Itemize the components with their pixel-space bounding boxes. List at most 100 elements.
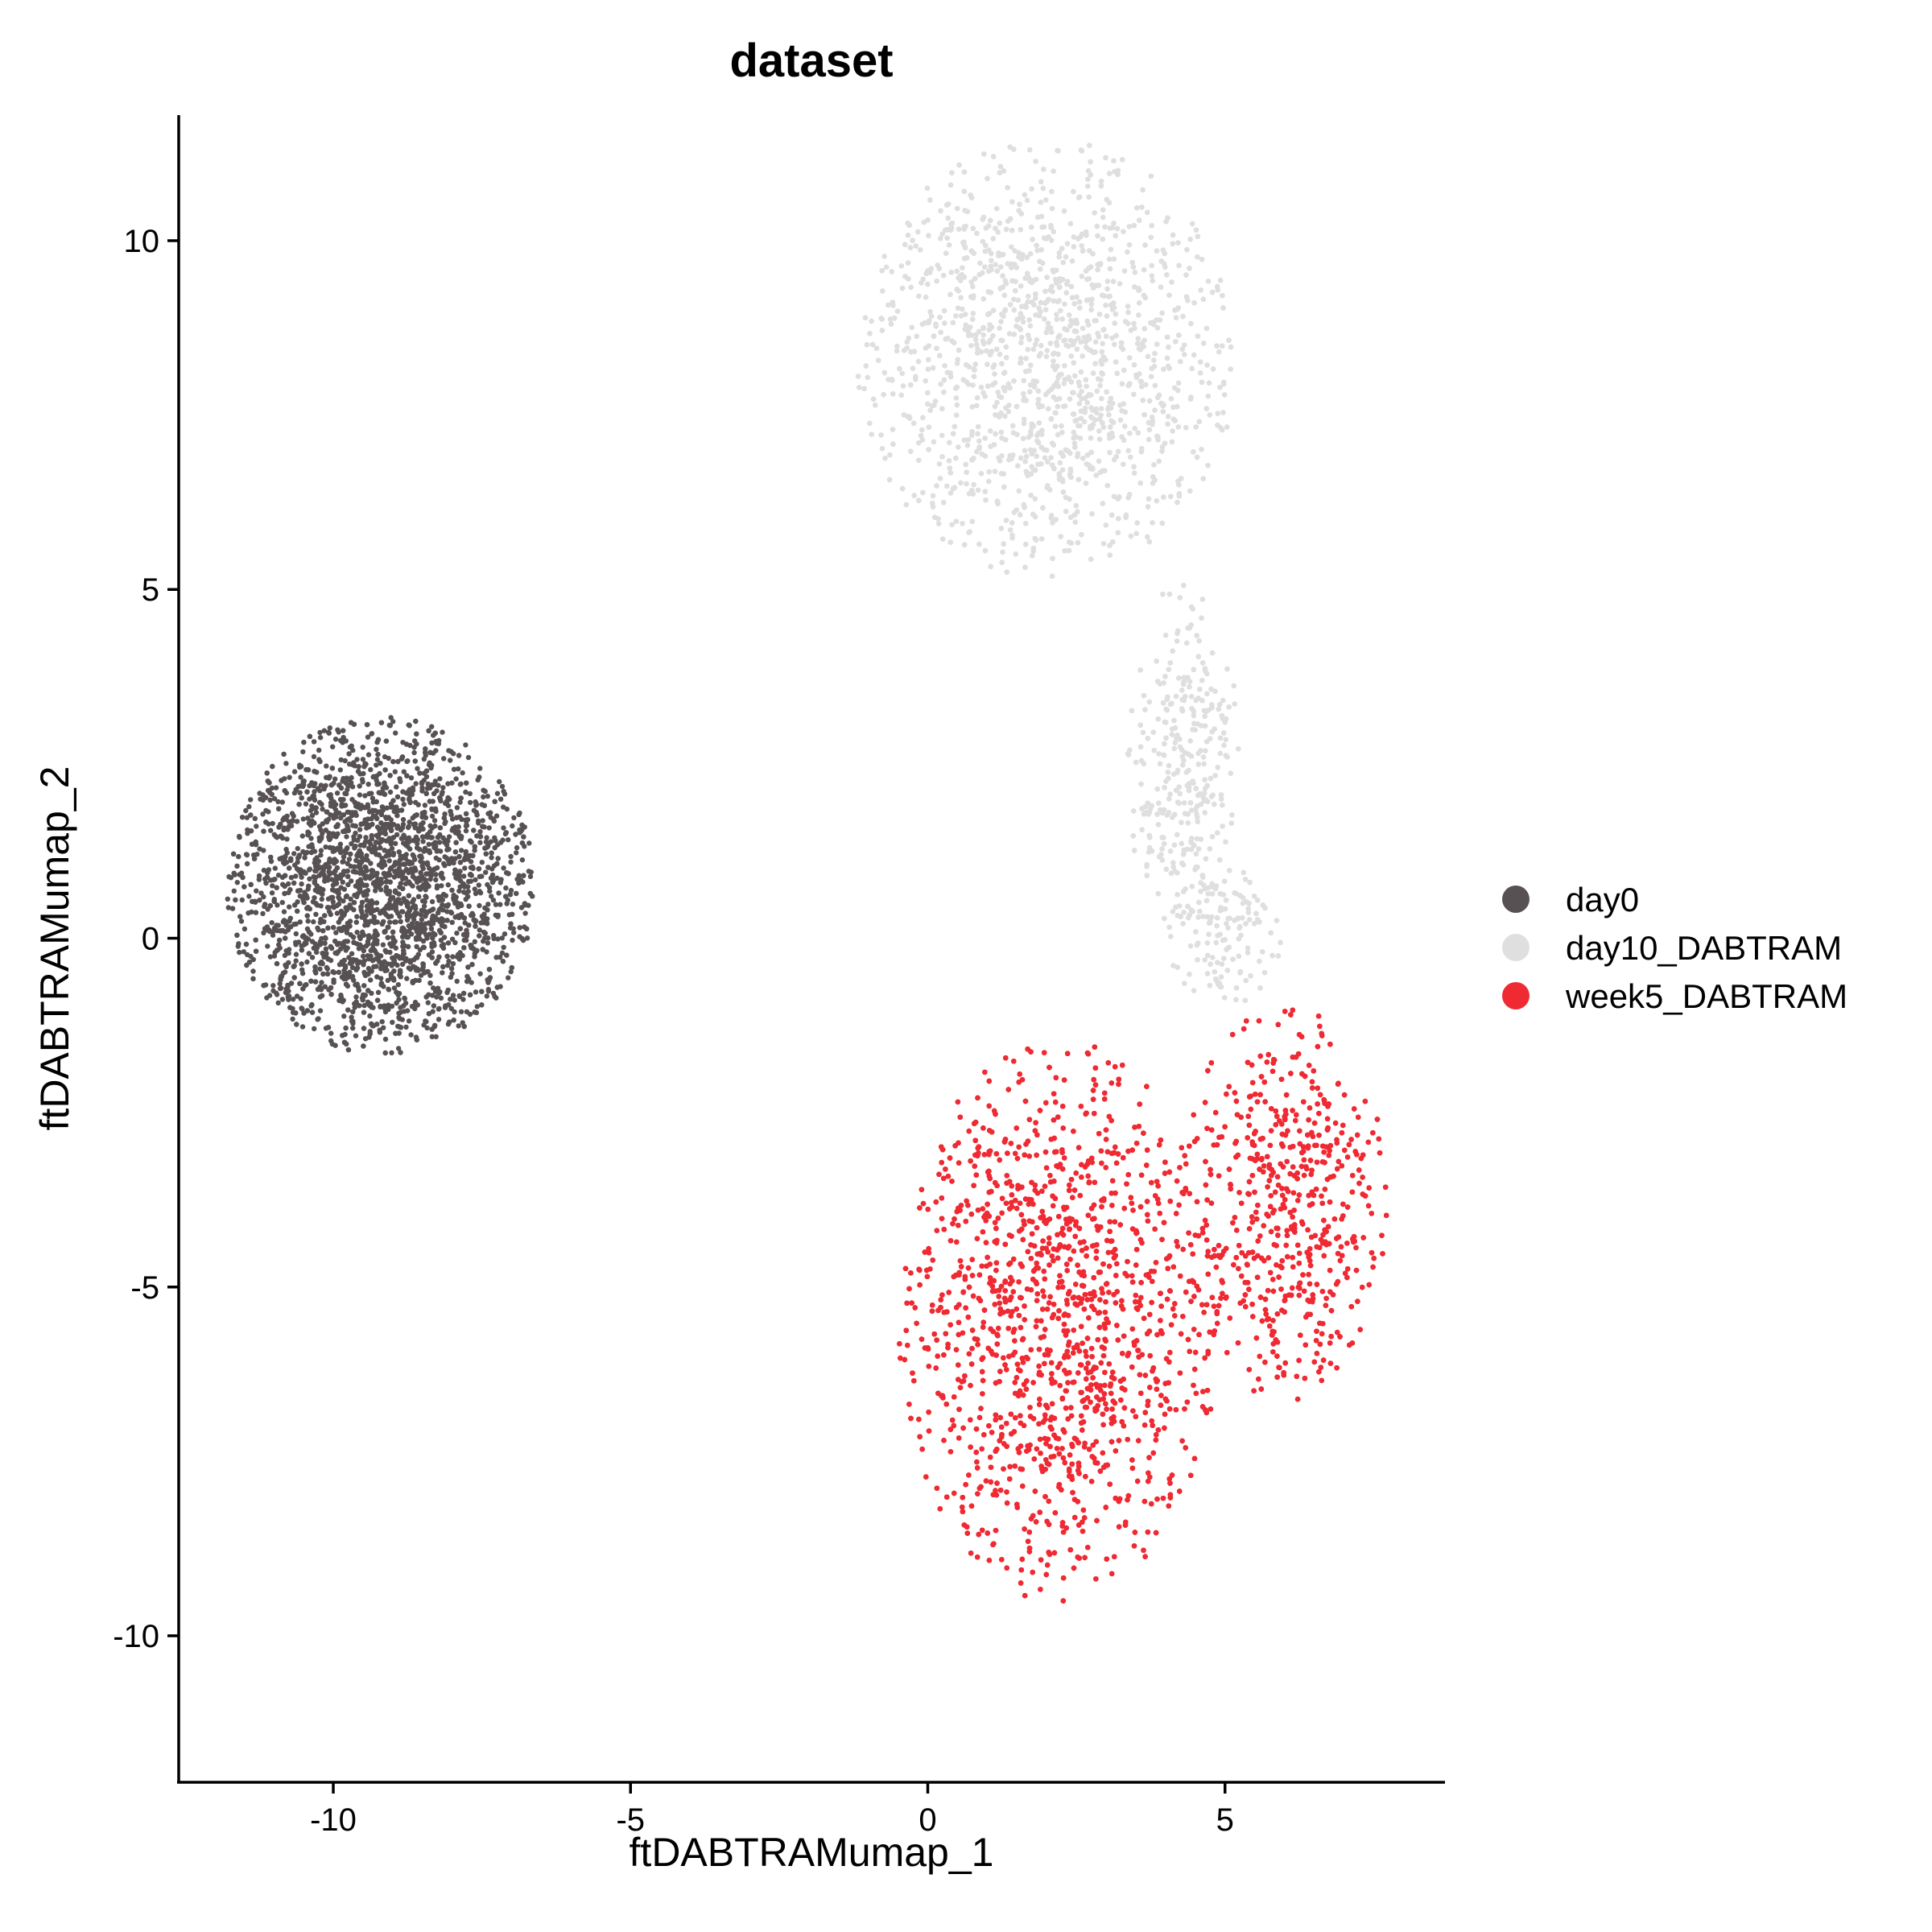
point-day0: [412, 857, 418, 862]
point-day0: [519, 822, 525, 828]
point-day0: [281, 909, 287, 914]
point-day0: [250, 976, 256, 982]
point-day0: [485, 940, 491, 946]
point-day0: [494, 861, 500, 867]
point-day0: [400, 939, 406, 945]
point-day0: [394, 962, 400, 968]
point-day0: [519, 857, 526, 863]
point-day0: [527, 873, 534, 880]
point-day0: [336, 901, 342, 907]
point-day0: [405, 824, 411, 831]
point-day0: [357, 959, 363, 965]
point-day0: [481, 920, 487, 926]
point-day0: [355, 769, 361, 774]
point-day0: [340, 740, 345, 745]
point-day0: [383, 949, 390, 955]
point-day0: [390, 937, 397, 943]
point-day0: [407, 881, 413, 886]
point-day0: [423, 913, 428, 919]
point-day0: [454, 805, 460, 811]
point-day0: [386, 1006, 391, 1013]
point-day0: [485, 935, 491, 941]
point-day0: [365, 933, 372, 939]
point-day0: [407, 859, 413, 865]
point-day0: [345, 823, 350, 828]
point-day0: [435, 917, 440, 923]
point-day0: [477, 902, 482, 909]
point-day0: [303, 801, 309, 807]
point-day0: [395, 1046, 402, 1051]
point-day0: [321, 728, 327, 733]
point-day0: [449, 780, 455, 786]
point-day0: [481, 794, 486, 800]
point-day0: [304, 959, 310, 965]
point-day0: [456, 1023, 461, 1029]
point-day0: [312, 979, 319, 985]
point-day0: [299, 961, 304, 967]
point-day0: [510, 902, 516, 907]
point-day0: [374, 746, 379, 752]
point-day0: [472, 886, 477, 892]
point-day0: [501, 825, 506, 831]
point-day0: [352, 1005, 357, 1010]
point-day0: [275, 902, 280, 908]
point-day0: [267, 902, 273, 909]
point-day0: [361, 882, 367, 888]
point-day0: [248, 828, 254, 834]
point-day0: [324, 818, 329, 824]
point-day0: [339, 915, 345, 921]
point-day0: [440, 970, 445, 976]
point-day0: [358, 803, 365, 808]
point-day0: [427, 848, 432, 854]
chart-title: dataset: [729, 35, 893, 87]
point-day0: [422, 926, 428, 932]
point-day0: [378, 844, 383, 851]
point-day0: [448, 974, 454, 980]
point-day0: [456, 888, 462, 894]
point-day0: [419, 779, 425, 786]
point-day0: [346, 751, 352, 757]
point-day0: [315, 786, 321, 791]
point-day0: [290, 1016, 295, 1022]
point-day0: [460, 997, 466, 1002]
point-day0: [490, 898, 497, 903]
point-day0: [268, 828, 274, 833]
point-day0: [480, 818, 485, 824]
point-day0: [414, 943, 419, 950]
point-day0: [410, 980, 415, 985]
point-day0: [335, 822, 341, 828]
point-day0: [378, 720, 385, 725]
point-day0: [306, 820, 312, 826]
point-day0: [414, 812, 419, 818]
point-day0: [311, 805, 317, 811]
point-day0: [292, 862, 298, 868]
point-day0: [301, 899, 307, 906]
point-day0: [332, 939, 338, 944]
point-day0: [373, 846, 378, 852]
point-day0: [464, 1009, 470, 1015]
point-day0: [343, 972, 349, 977]
point-day0: [304, 849, 310, 856]
point-day0: [318, 827, 324, 833]
point-day0: [469, 980, 474, 985]
point-day0: [411, 837, 416, 844]
point-day0: [415, 766, 420, 771]
point-day0: [299, 1006, 305, 1012]
point-day0: [299, 795, 304, 801]
point-day0: [373, 840, 379, 845]
point-day0: [287, 904, 292, 910]
point-day0: [238, 919, 245, 924]
point-day0: [386, 852, 392, 858]
point-day0: [246, 910, 251, 916]
point-day0: [433, 960, 439, 966]
point-day0: [265, 869, 270, 876]
point-day0: [242, 926, 248, 932]
point-day0: [304, 789, 310, 795]
point-day0: [328, 985, 334, 991]
point-day0: [429, 813, 436, 819]
point-day0: [481, 939, 486, 944]
point-day0: [290, 818, 295, 824]
point-day0: [316, 747, 322, 753]
point-day0: [338, 927, 344, 934]
point-day0: [379, 921, 385, 927]
